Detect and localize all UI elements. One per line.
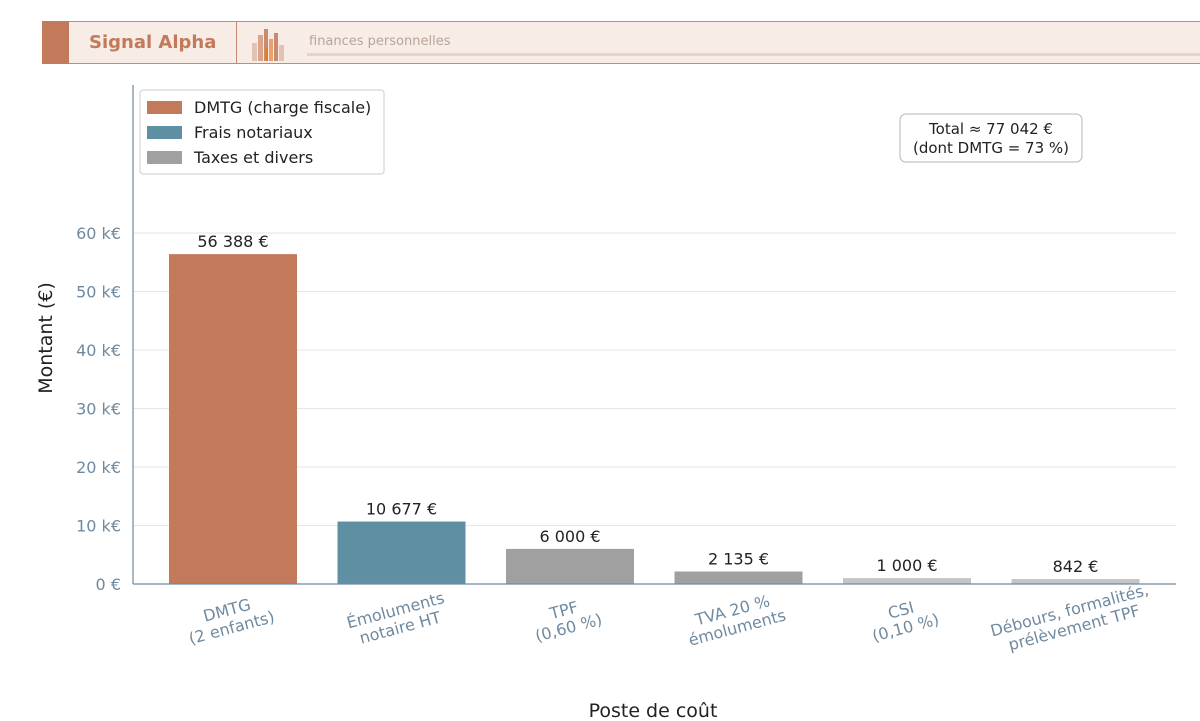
legend-box <box>139 89 385 175</box>
city-skyline-icon <box>252 29 284 61</box>
x-tick-label: TPF(0,60 %) <box>533 597 604 645</box>
legend-swatch <box>147 101 182 114</box>
banner-divider <box>236 22 237 63</box>
y-tick-label: 30 k€ <box>76 400 121 419</box>
bars <box>169 254 1140 585</box>
bar <box>1011 579 1140 584</box>
legend-label: Frais notariaux <box>194 123 313 142</box>
annotation-share: (dont DMTG = 73 %) <box>913 139 1069 157</box>
legend: DMTG (charge fiscale) Frais notariaux Taxe… <box>139 89 385 175</box>
axes <box>132 85 1176 585</box>
bar <box>674 571 803 584</box>
legend-swatch <box>147 151 182 164</box>
y-tick-label: 0 € <box>96 575 121 594</box>
value-label: 56 388 € <box>197 232 268 251</box>
y-tick-label: 60 k€ <box>76 224 121 243</box>
legend-label: DMTG (charge fiscale) <box>194 98 371 117</box>
y-tick-label: 40 k€ <box>76 341 121 360</box>
bar <box>506 548 634 584</box>
annotation-total: Total ≈ 77 042 € <box>928 120 1053 138</box>
bar-chart: 0 € 10 k€ 20 k€ 30 k€ 40 k€ 50 k€ 60 k€ DMTG(2… <box>35 85 1176 721</box>
y-tick-labels: 0 € 10 k€ 20 k€ 30 k€ 40 k€ 50 k€ 60 k€ <box>76 224 121 594</box>
brand-name: Signal Alpha <box>89 32 217 53</box>
legend-swatch <box>147 126 182 139</box>
value-label: 6 000 € <box>539 527 600 546</box>
bar <box>169 254 297 585</box>
grid-lines <box>133 232 1176 526</box>
total-annotation: Total ≈ 77 042 € (dont DMTG = 73 %) <box>899 113 1083 163</box>
y-tick-label: 10 k€ <box>76 517 121 536</box>
tagline-rule <box>307 53 1200 56</box>
value-label: 2 135 € <box>708 550 769 569</box>
x-tick-label: TVA 20 %émoluments <box>686 591 787 650</box>
bar <box>843 578 971 584</box>
legend-label: Taxes et divers <box>193 148 313 167</box>
brand-accent-block <box>42 21 69 64</box>
x-axis-title: Poste de coût <box>589 700 718 721</box>
y-tick-label: 50 k€ <box>76 283 121 302</box>
tagline: finances personnelles <box>309 34 451 49</box>
x-tick-label: CSI(0,10 %) <box>870 598 941 646</box>
value-label: 10 677 € <box>366 500 437 519</box>
y-tick-label: 20 k€ <box>76 458 121 477</box>
annotation-box <box>899 113 1083 163</box>
value-label: 1 000 € <box>876 556 937 575</box>
x-tick-label: DMTG(2 enfants) <box>187 595 277 648</box>
value-label: 842 € <box>1053 557 1099 576</box>
bar <box>337 521 466 584</box>
y-axis-title: Montant (€) <box>35 282 57 394</box>
header-banner: Signal Alpha finances personnelles <box>42 21 1200 64</box>
x-tick-label: Débours, formalités,prélèvement TPF <box>988 580 1150 654</box>
value-labels: 56 388 € 10 677 € 6 000 € 2 135 € 1 000 € 842… <box>197 232 1098 576</box>
